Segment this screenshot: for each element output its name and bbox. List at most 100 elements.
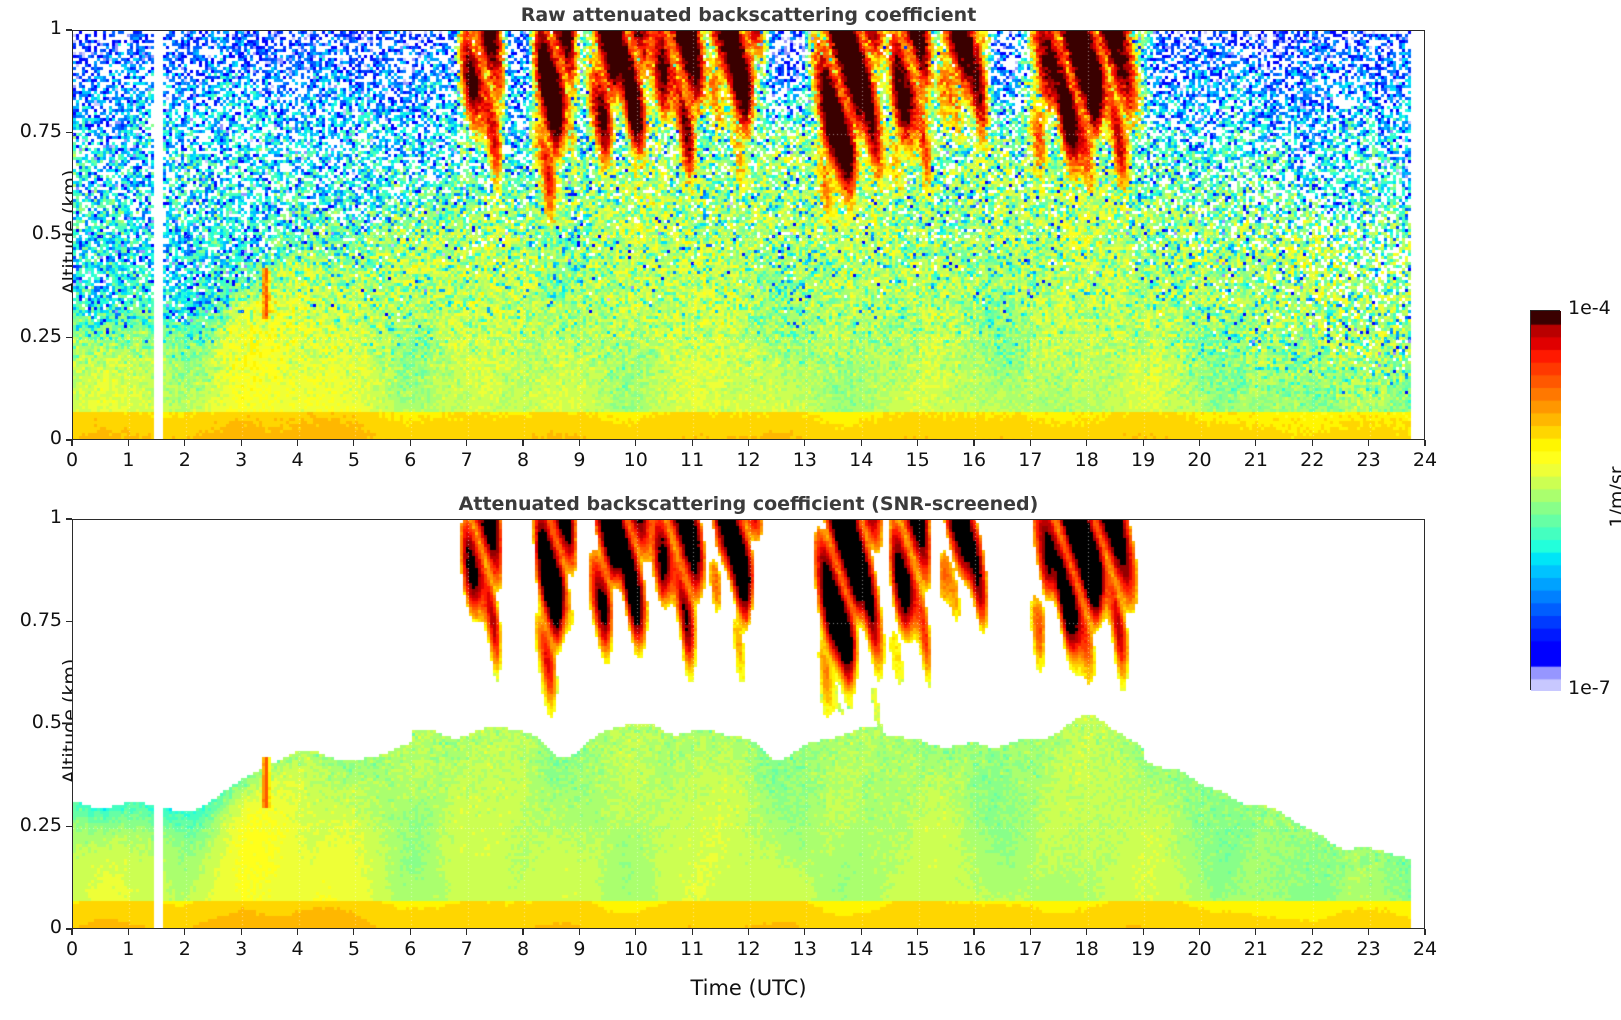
x-tick-label: 3 <box>235 449 248 471</box>
y-tick-label: 0.75 <box>19 119 62 142</box>
x-tick-mark <box>466 440 468 446</box>
heatmap-panel-raw[interactable] <box>72 30 1425 440</box>
x-tick-mark <box>747 440 750 446</box>
y-tick-mark <box>66 29 72 31</box>
x-tick-mark <box>353 929 355 935</box>
heatmap-panel-snr-screened[interactable] <box>72 519 1425 929</box>
x-tick-label: 8 <box>516 449 530 471</box>
x-tick-label: 15 <box>905 449 930 471</box>
y-tick-label: 1 <box>49 506 62 528</box>
panel-title-snr-screened: Attenuated backscattering coefficient (S… <box>458 493 1039 515</box>
x-tick-mark <box>804 929 806 935</box>
x-tick-label: 6 <box>404 449 417 471</box>
x-tick-mark <box>522 929 524 935</box>
x-tick-mark <box>184 440 186 446</box>
x-tick-mark <box>1368 929 1370 935</box>
y-tick-label: 0 <box>49 427 62 449</box>
x-tick-label: 22 <box>1300 938 1325 960</box>
x-tick-label: 5 <box>347 938 360 960</box>
y-tick-label: 0.5 <box>31 222 62 244</box>
x-tick-mark <box>691 440 693 446</box>
x-tick-mark <box>635 929 637 935</box>
x-tick-mark <box>1029 440 1031 446</box>
x-tick-mark <box>691 929 693 935</box>
x-tick-mark <box>1198 929 1201 935</box>
x-tick-label: 6 <box>404 938 417 960</box>
y-tick-mark <box>66 928 72 930</box>
x-tick-label: 23 <box>1356 938 1381 960</box>
x-tick-label: 18 <box>1074 449 1099 471</box>
colorbar <box>1530 310 1561 691</box>
x-tick-label: 11 <box>680 938 705 960</box>
x-tick-mark <box>127 440 129 446</box>
x-tick-label: 8 <box>516 938 530 960</box>
x-tick-mark <box>1368 440 1370 446</box>
x-tick-mark <box>860 929 862 935</box>
x-tick-mark <box>1311 929 1313 935</box>
x-tick-mark <box>296 440 299 446</box>
x-tick-label: 9 <box>573 449 586 471</box>
y-tick-mark <box>66 620 72 623</box>
x-tick-mark <box>296 929 299 935</box>
y-tick-label: 0.5 <box>31 711 62 733</box>
x-tick-mark <box>1424 929 1426 935</box>
x-tick-label: 12 <box>736 938 761 960</box>
x-tick-mark <box>1086 929 1088 935</box>
y-tick-mark <box>66 234 72 236</box>
x-tick-mark <box>747 929 750 935</box>
x-tick-mark <box>409 440 411 446</box>
x-tick-mark <box>860 440 862 446</box>
x-tick-label: 9 <box>573 938 586 960</box>
x-tick-label: 4 <box>291 938 304 960</box>
colorbar-max-label: 1e-4 <box>1568 297 1611 319</box>
y-tick-mark <box>66 131 72 134</box>
x-tick-mark <box>973 929 975 935</box>
x-tick-label: 24 <box>1412 938 1438 960</box>
x-tick-label: 21 <box>1243 938 1268 960</box>
x-tick-label: 13 <box>792 449 817 471</box>
x-tick-label: 14 <box>849 938 874 960</box>
x-tick-label: 17 <box>1018 938 1043 960</box>
x-tick-mark <box>973 440 975 446</box>
x-tick-label: 5 <box>347 449 360 471</box>
x-tick-mark <box>353 440 355 446</box>
x-tick-label: 21 <box>1243 449 1268 471</box>
x-tick-label: 3 <box>235 938 248 960</box>
x-tick-mark <box>1311 440 1313 446</box>
x-tick-mark <box>1142 440 1144 446</box>
x-tick-mark <box>1255 929 1257 935</box>
x-tick-label: 2 <box>178 449 191 471</box>
x-tick-label: 19 <box>1131 449 1156 471</box>
x-tick-mark <box>1255 440 1257 446</box>
x-tick-label: 20 <box>1187 938 1212 960</box>
panel-title-raw: Raw attenuated backscattering coefficien… <box>520 4 977 26</box>
x-tick-label: 23 <box>1356 449 1381 471</box>
x-tick-mark <box>917 440 919 446</box>
y-tick-label: 0 <box>49 916 62 938</box>
x-tick-mark <box>71 929 73 935</box>
x-tick-label: 1 <box>122 938 135 960</box>
x-tick-label: 12 <box>736 449 761 471</box>
x-tick-label: 2 <box>178 938 191 960</box>
x-tick-label: 0 <box>65 449 79 471</box>
x-tick-label: 22 <box>1300 449 1325 471</box>
x-tick-mark <box>409 929 411 935</box>
x-tick-label: 4 <box>291 449 304 471</box>
y-tick-label: 1 <box>49 17 62 39</box>
x-tick-label: 14 <box>849 449 874 471</box>
x-tick-mark <box>240 440 242 446</box>
x-tick-mark <box>240 929 242 935</box>
y-tick-mark <box>66 336 72 339</box>
colorbar-min-label: 1e-7 <box>1568 677 1611 699</box>
x-tick-mark <box>1198 440 1201 446</box>
x-tick-label: 0 <box>65 938 79 960</box>
x-tick-mark <box>804 440 806 446</box>
y-tick-label: 0.75 <box>19 608 62 631</box>
x-tick-label: 16 <box>961 938 987 960</box>
x-tick-mark <box>1424 440 1426 446</box>
x-tick-label: 11 <box>680 449 705 471</box>
x-tick-label: 7 <box>460 449 473 471</box>
x-tick-label: 24 <box>1412 449 1438 471</box>
y-tick-mark <box>66 723 72 725</box>
